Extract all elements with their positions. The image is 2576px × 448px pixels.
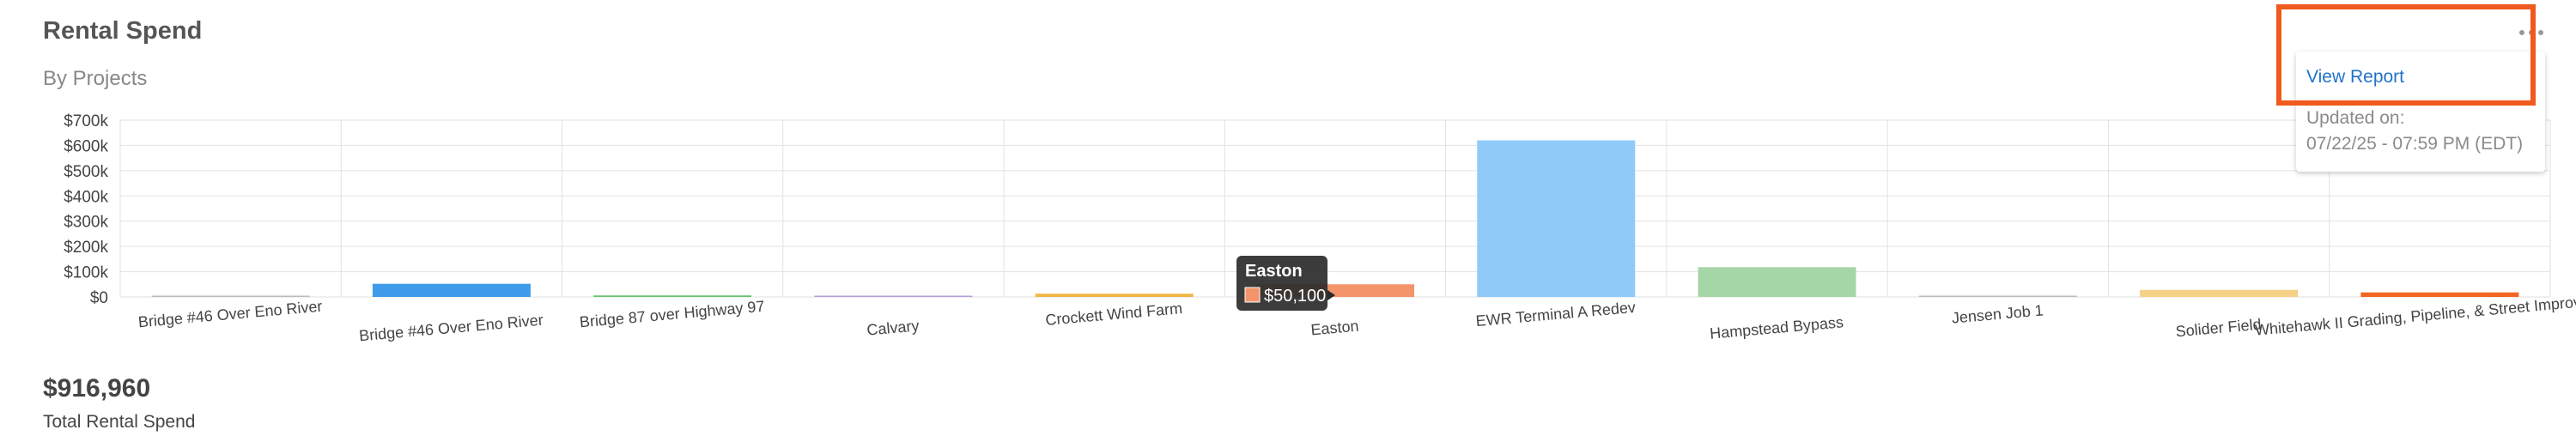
x-category-label: Calvary [866, 317, 920, 338]
tooltip-value: $50,100 [1264, 287, 1326, 306]
y-tick-label: $500k [64, 163, 108, 181]
x-category-label: Bridge #46 Over Eno River [358, 312, 544, 345]
x-category-label: EWR Terminal A Redev [1475, 299, 1637, 330]
x-category-label: Easton [1310, 318, 1360, 339]
x-category-label: Crockett Wind Farm [1045, 300, 1183, 329]
card-menu-panel: View Report Updated on: 07/22/25 - 07:59… [2296, 51, 2545, 172]
bar [2140, 289, 2299, 297]
tooltip-swatch [1244, 287, 1261, 303]
updated-on-label: Updated on: [2306, 108, 2405, 128]
total-rental-spend-value: $916,960 [43, 374, 151, 403]
bar [2360, 292, 2519, 297]
card-title: Rental Spend [43, 17, 203, 45]
bar [372, 283, 531, 297]
x-category-label: Bridge 87 over Highway 97 [579, 298, 765, 331]
total-rental-spend-label: Total Rental Spend [43, 412, 196, 432]
y-tick-label: $300k [64, 214, 108, 232]
x-category-label: Hampstead Bypass [1709, 313, 1844, 342]
bar [1035, 294, 1194, 297]
bar [1918, 295, 2077, 297]
bar [1698, 267, 1856, 297]
y-tick-label: $100k [64, 264, 108, 282]
card-subtitle: By Projects [43, 67, 148, 90]
bar [1477, 140, 1636, 297]
x-category-label: Bridge #46 Over Eno River [137, 298, 323, 331]
bar [151, 295, 310, 297]
x-category-label: Jensen Job 1 [1951, 301, 2044, 326]
updated-on-value: 07/22/25 - 07:59 PM (EDT) [2306, 134, 2524, 154]
y-tick-label: $400k [64, 188, 108, 206]
y-tick-label: $600k [64, 137, 108, 155]
x-category-label: Solider Field [2175, 316, 2262, 341]
tooltip-pointer [1327, 290, 1335, 300]
y-tick-label: $0 [90, 289, 108, 307]
y-tick-label: $200k [64, 239, 108, 257]
more-horizontal-icon[interactable] [2514, 22, 2549, 43]
bar [593, 295, 752, 297]
rental-spend-chart: $0 $100k $200k $300k $400k $500k $600k $700k Bri… [64, 112, 2576, 345]
bar [814, 295, 973, 297]
view-report-link[interactable]: View Report [2306, 67, 2405, 87]
y-tick-label: $700k [64, 112, 108, 130]
tooltip-title: Easton [1245, 262, 1303, 281]
